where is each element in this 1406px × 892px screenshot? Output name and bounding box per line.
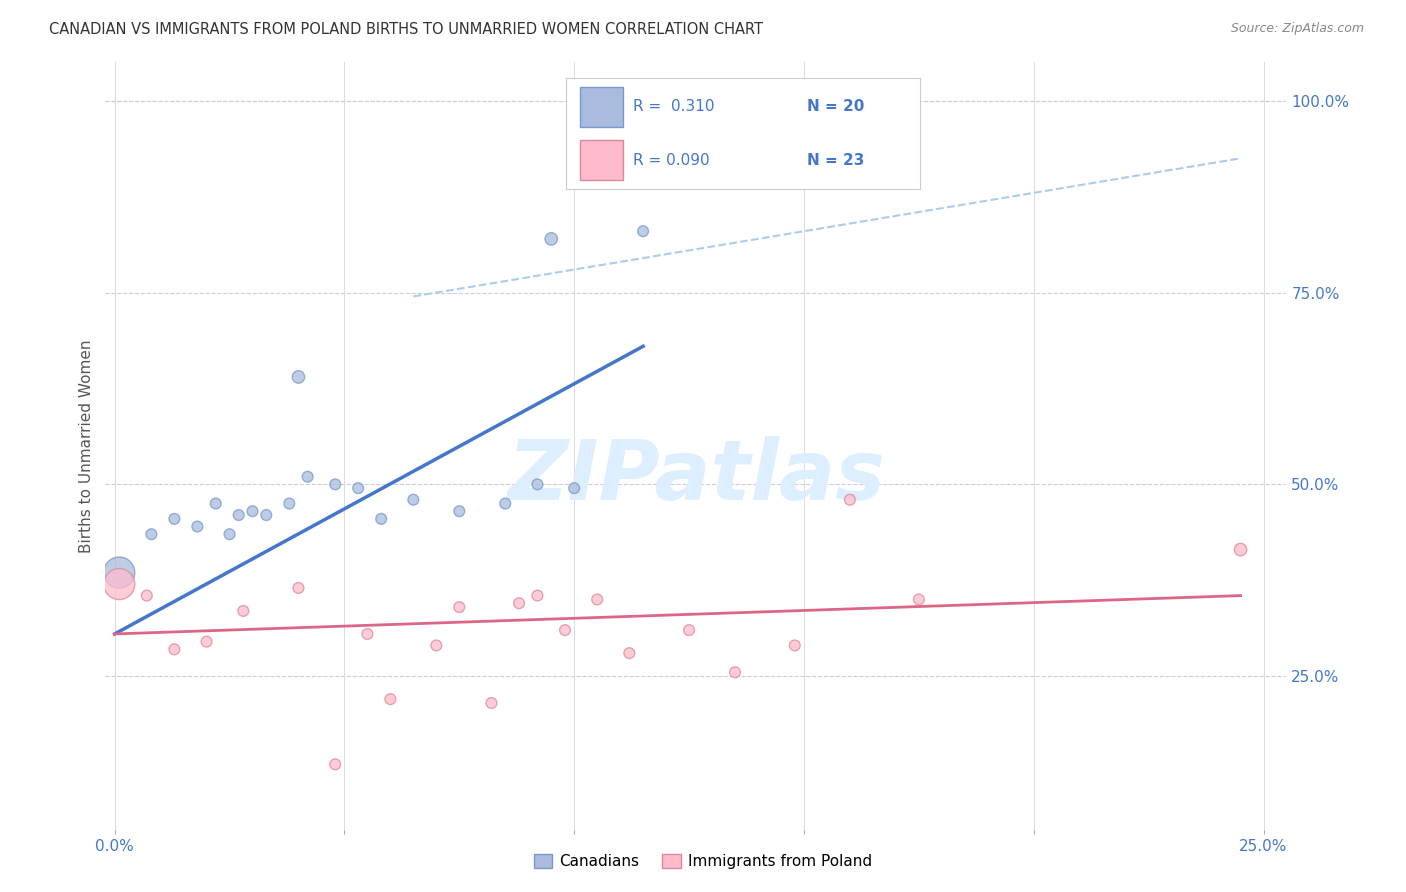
Point [232,604,254,618]
Point [242,504,264,518]
Point [586,592,609,607]
Point [356,627,378,641]
Point [323,477,346,491]
Point [380,692,402,706]
Point [347,481,370,495]
Point [163,642,186,657]
Point [228,508,250,522]
Point [494,496,516,510]
Y-axis label: Births to Unmarried Women: Births to Unmarried Women [79,339,94,553]
Point [619,646,641,660]
Text: ZIPatlas: ZIPatlas [508,436,884,517]
Point [186,519,208,533]
Point [254,508,277,522]
Legend: Canadians, Immigrants from Poland: Canadians, Immigrants from Poland [527,848,879,875]
Text: Source: ZipAtlas.com: Source: ZipAtlas.com [1230,22,1364,36]
Point [562,481,585,495]
Point [163,512,186,526]
Point [141,527,163,541]
Point [323,757,346,772]
Text: CANADIAN VS IMMIGRANTS FROM POLAND BIRTHS TO UNMARRIED WOMEN CORRELATION CHART: CANADIAN VS IMMIGRANTS FROM POLAND BIRTH… [49,22,763,37]
Point [297,469,319,483]
Point [402,492,425,507]
Point [678,623,700,637]
Point [370,512,392,526]
Point [540,232,562,246]
Point [108,566,131,580]
Point [425,639,447,653]
Point [135,589,157,603]
Point [278,496,301,510]
Point [204,496,226,510]
Point [554,623,576,637]
Point [724,665,747,680]
Point [508,596,530,610]
Point [449,600,471,615]
Point [838,492,860,507]
Point [481,696,503,710]
Point [526,589,548,603]
Point [526,477,548,491]
Point [783,639,806,653]
Point [1229,542,1251,557]
Point [287,370,309,384]
Point [108,577,131,591]
Point [287,581,309,595]
Point [195,634,218,648]
Point [908,592,931,607]
Point [449,504,471,518]
Point [631,224,654,238]
Point [218,527,240,541]
